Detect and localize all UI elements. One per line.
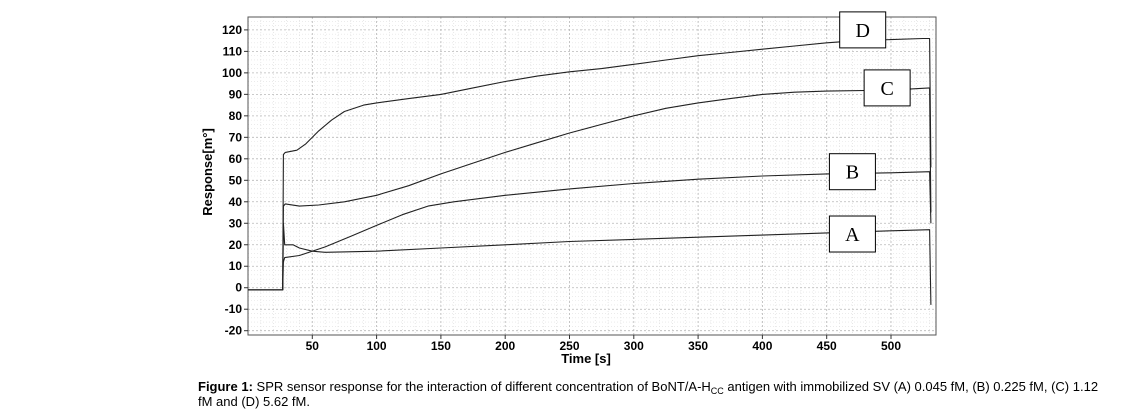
y-axis-title: Response[m°] [200, 128, 215, 216]
y-tick-label: 30 [229, 216, 243, 230]
series-line-b [248, 171, 932, 291]
x-tick-label: 450 [817, 339, 837, 353]
y-tick-label: 120 [222, 23, 242, 37]
y-tick-label: 60 [229, 152, 243, 166]
x-tick-label: 100 [367, 339, 387, 353]
x-tick-label: 500 [881, 339, 901, 353]
spr-response-chart: 50 100 150 200 250 300 350 400 450 500 -20 -10 0 10 20… [200, 11, 937, 366]
series-line-c [248, 87, 932, 291]
x-axis-title: Time [s] [561, 351, 611, 366]
y-tick-label: 0 [235, 281, 242, 295]
x-tick-label: 250 [559, 339, 579, 353]
caption-text-after: antigen with immobilized SV (A) 0.045 fM… [198, 379, 1099, 409]
series-label-box-b [828, 153, 876, 191]
y-tick-label: 70 [229, 130, 243, 144]
x-tick-label: 150 [431, 339, 451, 353]
x-tick-label: 200 [495, 339, 515, 353]
y-tick-label: 100 [222, 66, 242, 80]
caption-subscript: CC [710, 386, 724, 396]
x-tick-label: 350 [688, 339, 708, 353]
chart-area: 50 100 150 200 250 300 350 400 450 500 -20 -10 0 10 20… [200, 11, 937, 366]
y-tick-label: 40 [229, 195, 243, 209]
y-tick-label: 110 [223, 44, 243, 58]
series-label-box-c [863, 69, 911, 107]
series-label-c: C [880, 78, 893, 100]
series-label-d: D [855, 20, 869, 42]
series-line-a [248, 222, 932, 305]
figure-caption: Figure 1: SPR sensor response for the in… [198, 379, 1108, 409]
y-tick-label: 50 [229, 173, 243, 187]
y-tick-label: 10 [229, 259, 243, 273]
series-line-d [248, 37, 932, 291]
y-tick-label: -10 [225, 302, 243, 316]
y-tick-label: 90 [229, 87, 243, 101]
series-label-box-a [828, 215, 876, 253]
series-label-box-d [839, 11, 887, 49]
caption-text-before: SPR sensor response for the interaction … [252, 379, 711, 394]
series-label-a: A [845, 224, 860, 246]
series-label-b: B [846, 162, 859, 184]
caption-label: Figure 1: [198, 379, 253, 394]
x-tick-label: 400 [752, 339, 772, 353]
x-tick-label: 300 [624, 339, 644, 353]
x-tick-label: 50 [306, 339, 320, 353]
y-tick-label: 20 [229, 238, 243, 252]
y-tick-label: 80 [229, 109, 243, 123]
y-tick-label: -20 [225, 324, 243, 338]
plot-frame [247, 16, 937, 336]
